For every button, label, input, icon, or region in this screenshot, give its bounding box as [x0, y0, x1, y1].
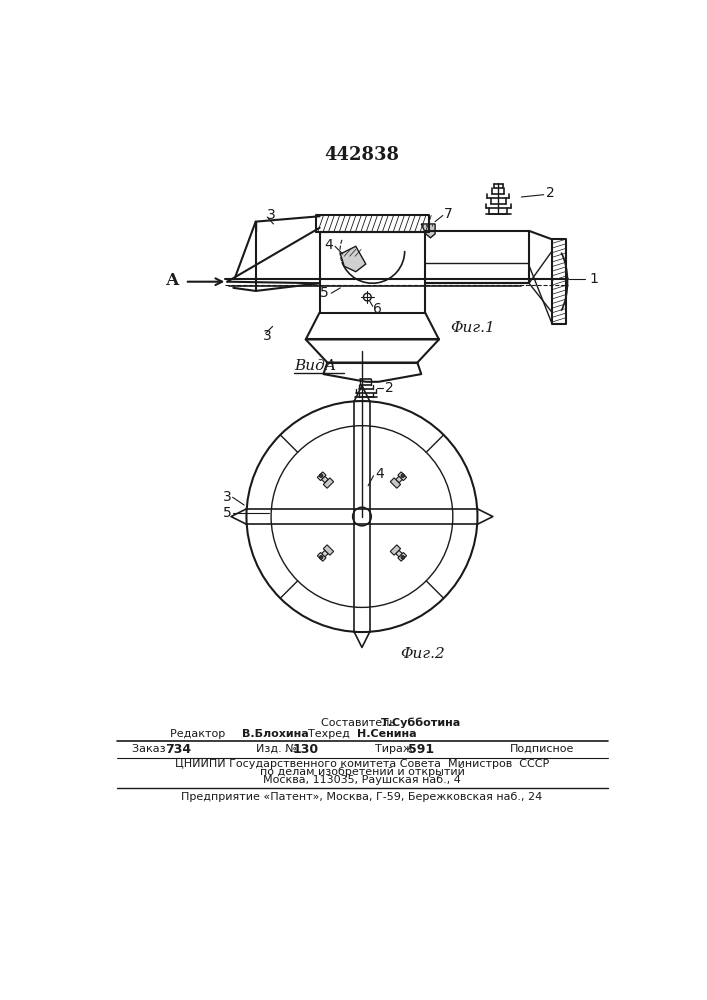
Text: 734: 734	[165, 743, 192, 756]
Text: 130: 130	[293, 743, 319, 756]
Text: 2: 2	[385, 381, 394, 395]
Text: Изд. №: Изд. №	[256, 744, 300, 754]
Polygon shape	[390, 545, 401, 555]
Text: Н.Сенина: Н.Сенина	[357, 729, 416, 739]
Polygon shape	[340, 246, 366, 272]
Text: Предприятие «Патент», Москва, Г-59, Бережковская наб., 24: Предприятие «Патент», Москва, Г-59, Бере…	[181, 792, 542, 802]
Text: 3: 3	[264, 329, 272, 343]
Text: Тираж: Тираж	[375, 744, 416, 754]
Text: 5: 5	[223, 506, 232, 520]
Text: В.Блохина: В.Блохина	[242, 729, 308, 739]
Polygon shape	[396, 550, 402, 557]
Text: Составитель: Составитель	[321, 718, 403, 728]
Text: Редактор: Редактор	[170, 729, 233, 739]
Polygon shape	[398, 552, 407, 561]
Text: Т.Субботина: Т.Субботина	[381, 718, 462, 728]
Text: Москва, 113035, Раушская наб., 4: Москва, 113035, Раушская наб., 4	[263, 775, 461, 785]
Text: 4: 4	[376, 467, 385, 481]
Text: 442838: 442838	[325, 146, 399, 164]
Polygon shape	[323, 478, 334, 488]
Text: 5: 5	[320, 286, 329, 300]
Circle shape	[401, 474, 404, 478]
Text: 3: 3	[223, 490, 232, 504]
Text: 1: 1	[589, 272, 598, 286]
Circle shape	[319, 555, 323, 559]
Polygon shape	[396, 476, 402, 483]
Polygon shape	[317, 552, 326, 561]
Polygon shape	[317, 472, 326, 481]
Polygon shape	[390, 478, 401, 488]
Polygon shape	[323, 545, 334, 555]
Text: А: А	[166, 272, 180, 289]
Text: 7: 7	[444, 207, 453, 221]
Text: Техред: Техред	[301, 729, 357, 739]
Polygon shape	[322, 476, 328, 483]
Text: 4: 4	[324, 238, 333, 252]
Circle shape	[401, 555, 404, 559]
Text: 3: 3	[267, 208, 276, 222]
Text: Заказ: Заказ	[132, 744, 170, 754]
Text: 6: 6	[373, 302, 382, 316]
Circle shape	[353, 507, 371, 526]
Text: ВидА: ВидА	[294, 359, 337, 373]
Polygon shape	[398, 472, 407, 481]
Polygon shape	[421, 224, 435, 238]
Text: ЦНИИПИ Государственного комитета Совета  Министров  СССР: ЦНИИПИ Государственного комитета Совета …	[175, 759, 549, 769]
Text: 591: 591	[408, 743, 434, 756]
Circle shape	[319, 474, 323, 478]
Text: по делам изобретений и открытий: по делам изобретений и открытий	[259, 767, 464, 777]
Text: Φиг.2: Φиг.2	[400, 647, 445, 661]
Text: Φиг.1: Φиг.1	[450, 321, 495, 335]
Polygon shape	[322, 550, 328, 557]
Text: Подписное: Подписное	[510, 744, 574, 754]
Text: 2: 2	[546, 186, 555, 200]
